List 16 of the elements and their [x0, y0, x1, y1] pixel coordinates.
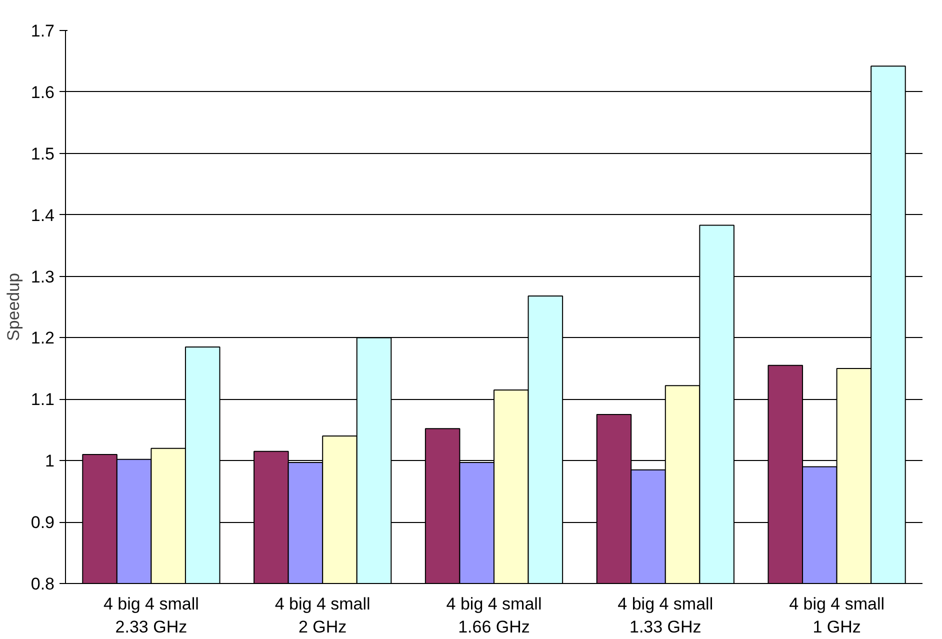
- y-tick-label: 1.7: [30, 22, 55, 40]
- y-tick-label: 0.9: [30, 513, 55, 532]
- y-tick-label: 1.3: [30, 267, 55, 286]
- y-tick-label: 1: [45, 452, 55, 471]
- x-tick-label: 4 big 4 small 1 GHz: [789, 594, 885, 636]
- x-tick-label: 4 big 4 small 1.66 GHz: [446, 594, 542, 636]
- y-tick-label: 1.6: [30, 82, 55, 102]
- y-axis-title: Speedup: [4, 272, 23, 342]
- y-tick-label: 1.4: [30, 206, 55, 225]
- x-tick-label: 4 big 4 small 2 GHz: [274, 594, 370, 636]
- y-tick-label: 1.2: [30, 328, 55, 348]
- x-tick-label: 4 big 4 small 2.33 GHz: [103, 594, 199, 636]
- y-tick-label: 1.1: [30, 390, 55, 410]
- x-tick-label: 4 big 4 small 1.33 GHz: [618, 594, 714, 636]
- y-tick-label: 0.8: [30, 574, 55, 594]
- y-tick-label: 1.5: [30, 144, 55, 164]
